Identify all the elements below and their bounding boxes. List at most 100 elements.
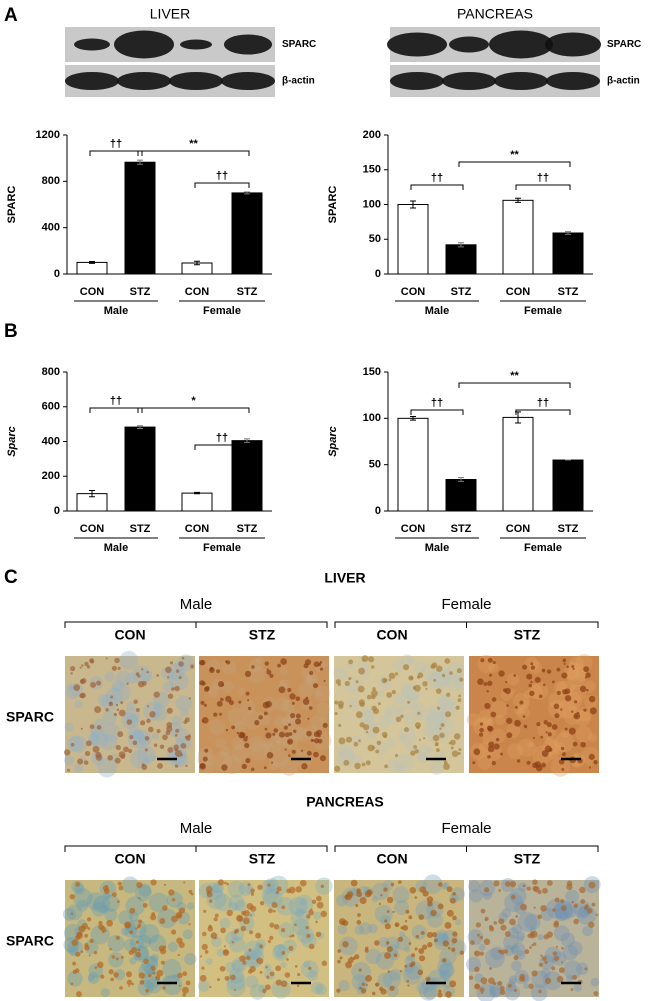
- image-texture: [359, 922, 372, 935]
- x-tick-label: CON: [401, 523, 426, 535]
- significance-label: *: [191, 395, 196, 407]
- image-texture: [178, 984, 181, 987]
- image-texture: [357, 685, 365, 693]
- image-texture: [243, 710, 262, 730]
- image-texture: [489, 673, 492, 677]
- image-texture: [459, 950, 464, 955]
- image-texture: [506, 673, 520, 686]
- image-texture: [500, 924, 507, 931]
- error-bar: [194, 491, 200, 495]
- image-texture: [74, 968, 80, 973]
- image-texture: [174, 685, 180, 692]
- blot-band: [545, 32, 601, 57]
- image-texture: [580, 741, 586, 748]
- blot-band: [74, 38, 110, 51]
- blot-band: [390, 72, 444, 90]
- image-texture: [372, 726, 380, 734]
- image-texture: [308, 943, 315, 950]
- image-texture: [133, 699, 138, 704]
- image-texture: [468, 880, 481, 893]
- image-texture: [69, 735, 87, 754]
- image-texture: [458, 748, 462, 752]
- image-texture: [70, 912, 74, 915]
- image-texture: [427, 901, 433, 907]
- image-texture: [293, 729, 297, 734]
- image-texture: [180, 708, 189, 717]
- image-texture: [488, 741, 495, 748]
- image-texture: [528, 983, 534, 989]
- image-texture: [73, 888, 93, 908]
- image-texture: [493, 921, 498, 925]
- image-texture: [302, 698, 310, 705]
- image-texture: [88, 954, 91, 957]
- image-texture: [171, 898, 176, 902]
- image-texture: [290, 908, 310, 928]
- histology-condition: STZ: [249, 851, 276, 867]
- image-texture: [244, 742, 250, 749]
- image-texture: [447, 946, 451, 950]
- image-texture: [248, 911, 256, 918]
- histology-group: Female: [441, 820, 491, 837]
- image-texture: [511, 942, 526, 957]
- image-texture: [102, 710, 117, 726]
- image-texture: [414, 947, 418, 951]
- histology-condition: STZ: [514, 627, 541, 643]
- image-texture: [294, 727, 310, 742]
- image-texture: [568, 941, 583, 956]
- image-texture: [434, 938, 438, 943]
- image-texture: [397, 936, 404, 942]
- image-texture: [568, 727, 576, 735]
- image-texture: [175, 728, 180, 733]
- image-texture: [250, 888, 255, 893]
- image-texture: [204, 748, 209, 753]
- image-texture: [436, 717, 456, 737]
- image-texture: [376, 716, 390, 730]
- image-texture: [424, 712, 444, 732]
- image-texture: [442, 940, 449, 947]
- image-texture: [269, 935, 274, 940]
- image-texture: [198, 746, 214, 762]
- image-texture: [338, 737, 346, 745]
- image-texture: [103, 892, 111, 900]
- image-texture: [92, 745, 100, 753]
- image-texture: [159, 744, 165, 749]
- image-texture: [423, 737, 426, 740]
- image-texture: [131, 665, 151, 685]
- blot-band: [180, 39, 212, 50]
- image-texture: [588, 753, 595, 760]
- histology-group: Male: [180, 820, 213, 837]
- image-texture: [89, 658, 95, 664]
- image-texture: [561, 767, 565, 771]
- image-texture: [263, 740, 273, 749]
- image-texture: [411, 953, 416, 958]
- image-texture: [350, 879, 358, 887]
- image-texture: [169, 661, 174, 665]
- image-texture: [349, 704, 352, 708]
- image-texture: [555, 945, 559, 948]
- image-texture: [321, 960, 328, 966]
- image-texture: [119, 650, 139, 670]
- image-texture: [537, 934, 544, 941]
- image-texture: [571, 664, 575, 669]
- image-texture: [362, 658, 366, 661]
- image-texture: [76, 899, 89, 912]
- image-texture: [291, 701, 295, 705]
- image-texture: [250, 892, 255, 896]
- image-texture: [370, 665, 375, 669]
- image-texture: [175, 911, 183, 919]
- image-texture: [484, 948, 505, 969]
- y-tick-label: 0: [375, 505, 381, 517]
- histology-condition: CON: [114, 851, 145, 867]
- image-texture: [515, 914, 519, 918]
- image-texture: [141, 970, 161, 990]
- image-texture: [509, 880, 517, 888]
- image-texture: [417, 969, 424, 976]
- image-texture: [67, 970, 83, 987]
- image-texture: [303, 663, 309, 669]
- image-texture: [392, 658, 406, 672]
- image-texture: [233, 988, 236, 991]
- image-texture: [446, 692, 451, 697]
- image-texture: [84, 945, 90, 951]
- image-texture: [541, 668, 546, 673]
- image-texture: [513, 674, 517, 677]
